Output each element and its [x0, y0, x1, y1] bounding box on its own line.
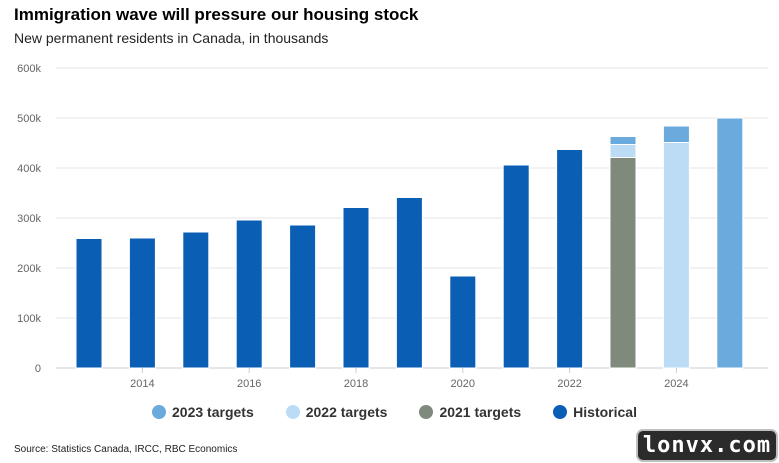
y-tick-label: 400k: [17, 163, 41, 175]
bar-segment: [395, 197, 423, 369]
bar-segment: [289, 224, 317, 369]
legend-swatch-icon: [285, 405, 300, 419]
legend-swatch-icon: [419, 405, 434, 419]
y-tick-label: 100k: [17, 313, 41, 325]
legend-label: 2022 targets: [305, 404, 388, 420]
legend-item[interactable]: 2021 targets: [419, 404, 521, 420]
bar-segment: [235, 219, 263, 369]
x-tick-label: 2016: [237, 378, 261, 390]
x-tick-label: 2022: [557, 378, 581, 390]
bar-segment: [716, 117, 744, 369]
legend-swatch-icon: [553, 405, 568, 419]
x-tick-label: 2018: [344, 378, 368, 390]
legend-label: 2021 targets: [439, 404, 522, 420]
x-tick-label: 2020: [451, 378, 475, 390]
source-note: Source: Statistics Canada, IRCC, RBC Eco…: [14, 444, 238, 455]
y-tick-label: 300k: [17, 213, 41, 225]
bar-segment: [609, 157, 637, 369]
legend-item[interactable]: 2023 targets: [152, 404, 254, 420]
bar-segment: [449, 275, 477, 369]
legend-label: 2023 targets: [172, 404, 254, 420]
x-tick-label: 2014: [130, 378, 154, 390]
bar-segment: [342, 207, 370, 369]
bar-segment: [128, 237, 156, 369]
chart-title: Immigration wave will pressure our housi…: [14, 5, 419, 24]
x-tick-label: 2024: [664, 378, 688, 390]
watermark-logo: lonvx.com: [636, 429, 778, 462]
y-tick-label: 600k: [17, 63, 41, 75]
bar-segment: [662, 125, 690, 143]
bar-segment: [502, 164, 530, 369]
bar-segment: [609, 136, 637, 145]
bar-segment: [182, 231, 210, 369]
bar-segment: [556, 149, 584, 369]
bar-segment: [75, 238, 103, 369]
y-tick-label: 200k: [17, 263, 41, 275]
y-tick-label: 500k: [17, 113, 41, 125]
bar-segment: [662, 142, 690, 369]
bar-segment: [609, 144, 637, 158]
legend-item[interactable]: Historical: [553, 404, 637, 420]
legend-item[interactable]: 2022 targets: [285, 404, 388, 420]
legend-swatch-icon: [152, 405, 167, 419]
chart-legend: 2023 targets 2022 targets 2021 targets Hist…: [0, 404, 779, 420]
bar-chart: 0 100k 200k 300k 400k 500k 600k 2014 2016 2018 202…: [17, 63, 768, 390]
y-tick-label: 0: [35, 363, 41, 375]
chart-subtitle: New permanent residents in Canada, in th…: [14, 30, 329, 46]
legend-label: Historical: [573, 404, 637, 420]
